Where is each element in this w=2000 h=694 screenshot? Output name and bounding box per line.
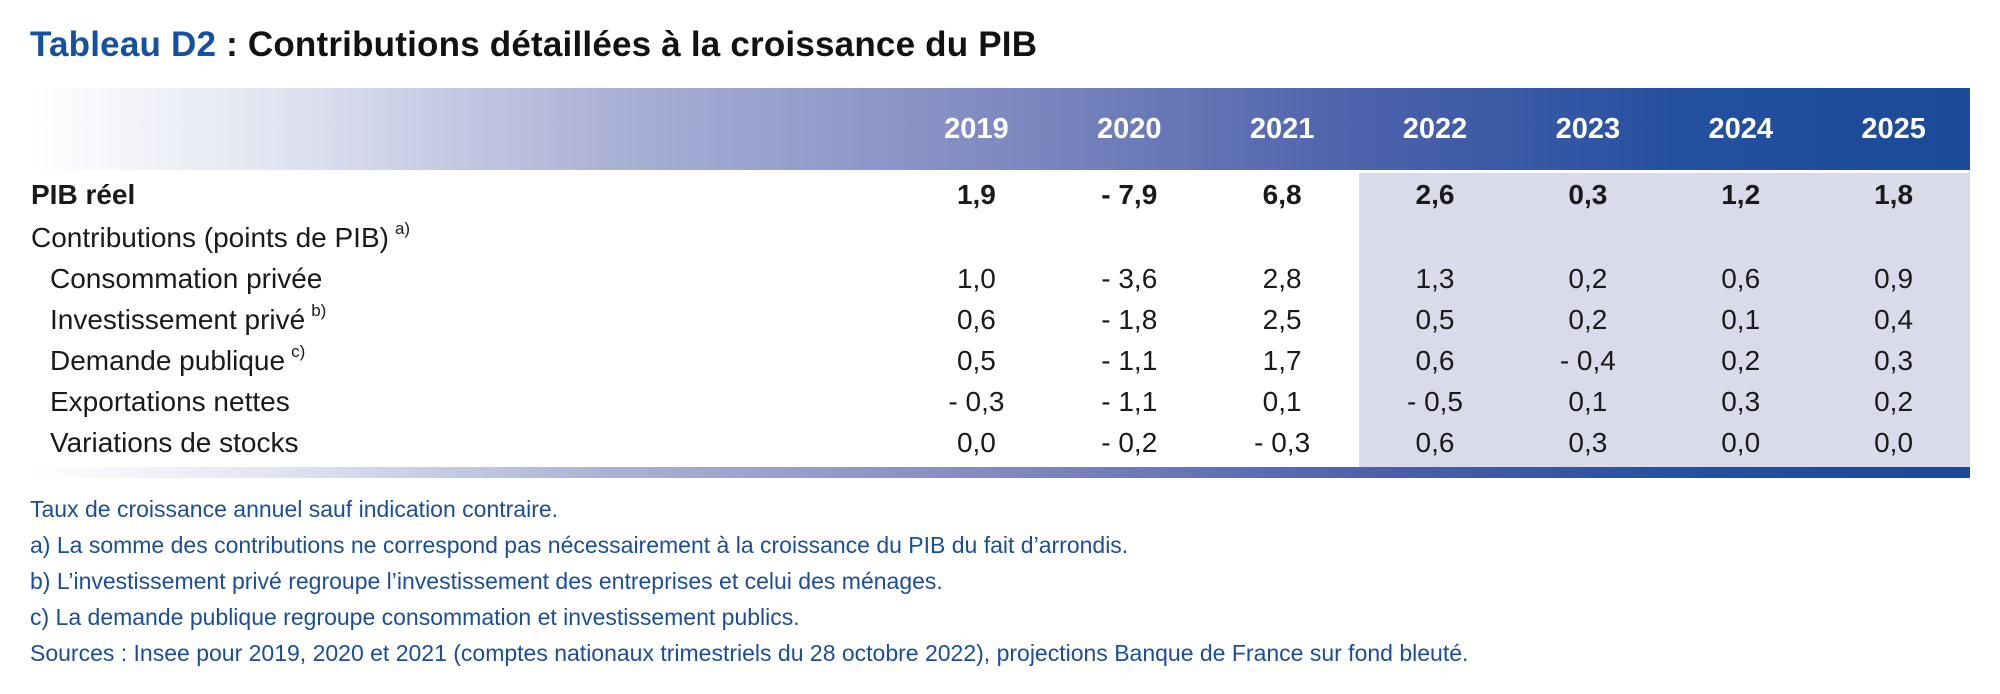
footnote-marker: c) (291, 342, 306, 362)
cell-2023: 0,2 (1568, 303, 1608, 335)
cell-2022: 2,6 (1415, 179, 1455, 210)
row-label: Contributions (points de PIB) a) (31, 219, 411, 253)
cell-2021: 6,8 (1262, 179, 1302, 210)
cell-2019: 0,0 (956, 426, 996, 458)
cell-2025: 1,8 (1874, 179, 1914, 210)
footnote-line: Sources : Insee pour 2019, 2020 et 2021 … (30, 640, 1469, 666)
cell-2025: 0,9 (1874, 262, 1914, 294)
row-label: Exportations nettes (50, 385, 290, 417)
footnote-line: c) La demande publique regroupe consomma… (30, 604, 800, 630)
cell-2022: 1,3 (1415, 262, 1455, 294)
column-header-2024: 2024 (1708, 112, 1773, 145)
cell-2019: 0,6 (956, 303, 996, 335)
column-header-2023: 2023 (1555, 112, 1621, 145)
table-row: Variations de stocks 0,0 - 0,2 - 0,3 0,6 0,3 0… (30, 422, 1970, 463)
cell-2023: 0,2 (1568, 262, 1608, 294)
cell-2024: 0,2 (1721, 344, 1761, 376)
title-separator: : (216, 25, 248, 64)
column-header-2019: 2019 (944, 112, 1009, 145)
cell-2025: 0,0 (1874, 426, 1914, 458)
footnotes-block: Taux de croissance annuel sauf indicatio… (30, 491, 1970, 671)
row-label: Investissement privé b) (50, 301, 327, 335)
cell-2019: 1,0 (956, 262, 996, 294)
row-label: Consommation privée (50, 262, 323, 294)
cell-2024: 0,1 (1721, 303, 1761, 335)
cell-2019: 1,9 (956, 179, 996, 210)
cell-2024: 0,0 (1721, 426, 1761, 458)
cell-2024: 1,2 (1721, 179, 1761, 210)
cell-2025: 0,4 (1874, 303, 1914, 335)
cell-2020: - 0,2 (1101, 426, 1158, 458)
column-header-2020: 2020 (1097, 112, 1162, 145)
row-label: Demande publique c) (50, 342, 306, 376)
table-row: PIB réel 1,9 - 7,9 6,8 2,6 0,3 1,2 1,8 (30, 173, 1970, 217)
cell-2022: 0,6 (1415, 344, 1455, 376)
table-body: PIB réel 1,9 - 7,9 6,8 2,6 0,3 1,2 1,8 Contribut… (30, 173, 1970, 467)
cell-2021: 2,5 (1262, 303, 1302, 335)
cell-2022: 0,6 (1415, 426, 1455, 458)
cell-2019: 0,5 (956, 344, 996, 376)
cell-2020: - 7,9 (1101, 179, 1158, 210)
footnote-line: Taux de croissance annuel sauf indicatio… (30, 496, 559, 522)
gdp-contributions-table: 2019 2020 2021 2022 2023 2024 2025 PIB réel 1,9… (30, 88, 1970, 478)
table-number-label: Tableau D2 (30, 25, 217, 64)
table-row: Demande publique c) 0,5 - 1,1 1,7 0,6 - 0,4 0,2… (30, 340, 1970, 381)
footnote-marker: b) (311, 301, 327, 321)
cell-2021: 1,7 (1262, 344, 1302, 376)
cell-2024: 0,6 (1721, 262, 1761, 294)
table-row: Consommation privée 1,0 - 3,6 2,8 1,3 0,2 0,6 0… (30, 258, 1970, 299)
page-title: Tableau D2 : Contributions détaillées à … (30, 24, 1970, 66)
footnote-marker: a) (394, 219, 411, 239)
cell-2023: 0,3 (1568, 426, 1608, 458)
cell-2020: - 1,1 (1101, 344, 1158, 376)
cell-2020: - 3,6 (1101, 262, 1158, 294)
table-row: Contributions (points de PIB) a) (30, 217, 1970, 258)
title-text: Contributions détaillées à la croissance… (247, 25, 1038, 64)
cell-2023: 0,1 (1568, 385, 1608, 417)
cell-2025: 0,2 (1874, 385, 1914, 417)
row-label: Variations de stocks (50, 426, 299, 458)
table-row: Investissement privé b) 0,6 - 1,8 2,5 0,5 0,2 0… (30, 299, 1970, 340)
cell-2023: 0,3 (1568, 179, 1608, 210)
table-header-row: 2019 2020 2021 2022 2023 2024 2025 (30, 88, 1970, 170)
cell-2022: 0,5 (1415, 303, 1455, 335)
cell-2024: 0,3 (1721, 385, 1761, 417)
column-header-2025: 2025 (1861, 112, 1926, 145)
column-header-2022: 2022 (1402, 112, 1468, 145)
cell-2019: - 0,3 (948, 385, 1005, 417)
cell-2021: 2,8 (1262, 262, 1302, 294)
cell-2023: - 0,4 (1559, 344, 1616, 376)
column-header-2021: 2021 (1249, 112, 1315, 145)
footnote-line: b) L’investissement privé regroupe l’inv… (30, 568, 943, 594)
table-bottom-rule (30, 467, 1970, 478)
cell-2021: - 0,3 (1254, 426, 1311, 458)
cell-2021: 0,1 (1262, 385, 1302, 417)
cell-2020: - 1,1 (1101, 385, 1158, 417)
cell-2022: - 0,5 (1406, 385, 1463, 417)
table-row: Exportations nettes - 0,3 - 1,1 0,1 - 0,5 0,1… (30, 381, 1970, 422)
footnote-line: a) La somme des contributions ne corresp… (30, 532, 1129, 558)
row-label: PIB réel (31, 179, 136, 210)
projection-highlight-band (1358, 173, 1970, 467)
cell-2025: 0,3 (1874, 344, 1914, 376)
cell-2020: - 1,8 (1101, 303, 1158, 335)
